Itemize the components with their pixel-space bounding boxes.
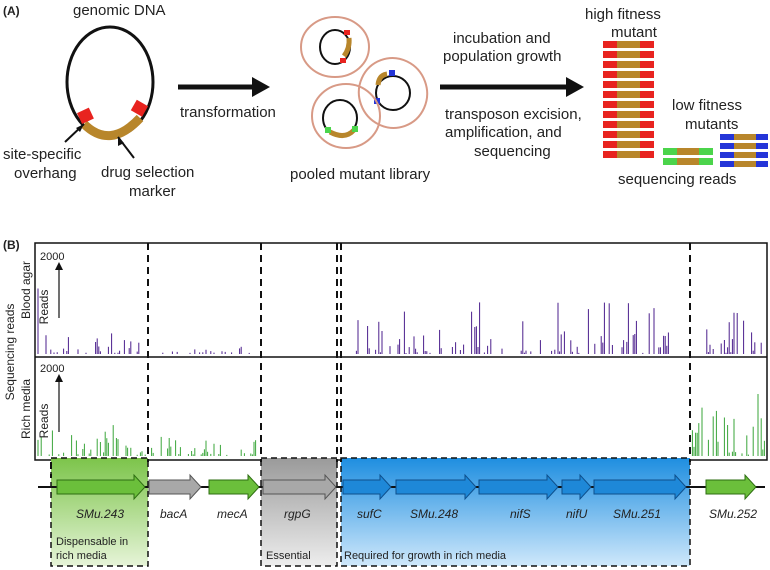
- gene-arrow-rgpg: [262, 473, 337, 501]
- gene-arrow-smu252: [705, 473, 757, 501]
- gene-label-baca: bacA: [160, 507, 188, 521]
- genomic-dna-plasmid: [64, 25, 155, 159]
- region-required-label: Required for growth in rich media: [344, 550, 507, 562]
- excision-label-2: amplification, and: [445, 124, 562, 141]
- blood-agar-label: Blood agar: [19, 260, 33, 320]
- pooled-cells: [300, 16, 429, 149]
- high-fitness-label-1: high fitness: [585, 6, 661, 23]
- excision-label-1: transposon excision,: [445, 106, 582, 123]
- y-outer-label: Sequencing reads: [3, 303, 17, 401]
- sequencing-reads-label: sequencing reads: [618, 171, 737, 188]
- genomic-dna-label: genomic DNA: [73, 2, 166, 19]
- high-fitness-label-2: mutant: [611, 24, 657, 41]
- panel-a-label: (A): [3, 4, 20, 18]
- read-row: [720, 134, 768, 140]
- read-row: [603, 141, 654, 148]
- library-label: pooled mutant library: [290, 166, 431, 183]
- scale-arrows: [55, 262, 63, 432]
- read-row: [603, 151, 654, 158]
- region-dispensable: [50, 457, 149, 567]
- read-row: [603, 101, 654, 108]
- marker-label-2: marker: [129, 183, 176, 200]
- read-row: [603, 91, 654, 98]
- blood-agar-track: [37, 288, 762, 354]
- growth-arrow: [440, 77, 584, 97]
- overhang-label-2: overhang: [14, 165, 77, 182]
- read-row: [720, 143, 768, 149]
- gene-label-smu252: SMu.252: [709, 507, 758, 521]
- track-frame: [34, 242, 768, 461]
- gene-label-smu243: SMu.243: [76, 507, 125, 521]
- region-boundaries: [50, 243, 691, 478]
- read-row: [663, 148, 713, 155]
- overhang-label-1: site-specific: [3, 146, 82, 163]
- read-row: [720, 161, 768, 167]
- read-row: [603, 51, 654, 58]
- region-dispensable-label-2: rich media: [56, 550, 107, 562]
- gene-arrow-nifu: [561, 473, 592, 501]
- read-row: [603, 61, 654, 68]
- gene-label-sufc: sufC: [357, 507, 382, 521]
- low-fitness-label-2: mutants: [685, 116, 739, 133]
- scale-value-1: 2000: [40, 251, 65, 263]
- rich-media-label: Rich media: [19, 378, 33, 440]
- rich-media-track: [37, 394, 765, 456]
- gene-label-rgpg: rgpG: [284, 507, 311, 521]
- transformation-label: transformation: [180, 104, 276, 121]
- read-row: [603, 41, 654, 48]
- gene-arrow-baca: [148, 473, 202, 501]
- reads-label-2: Reads: [37, 403, 51, 439]
- region-essential-label: Essential: [266, 550, 311, 562]
- reads-label-1: Reads: [37, 289, 51, 325]
- region-essential: [260, 457, 338, 567]
- gene-arrow-smu251: [593, 473, 687, 501]
- low-fitness-reads-green: [663, 148, 713, 165]
- low-fitness-label-1: low fitness: [672, 97, 743, 114]
- read-row: [603, 81, 654, 88]
- read-row: [663, 158, 713, 165]
- gene-label-smu248: SMu.248: [410, 507, 459, 521]
- panel-b-label: (B): [3, 238, 20, 252]
- incubation-label-1: incubation and: [453, 30, 551, 47]
- low-fitness-reads-blue: [720, 134, 768, 167]
- incubation-label-2: population growth: [443, 48, 562, 65]
- region-dispensable-label-1: Dispensable in: [56, 536, 129, 548]
- gene-label-meca: mecA: [217, 507, 248, 521]
- high-fitness-reads: [603, 41, 654, 158]
- read-row: [603, 131, 654, 138]
- region-required: [340, 457, 691, 567]
- gene-arrow-nifs: [478, 473, 559, 501]
- gene-label-smu251: SMu.251: [613, 507, 662, 521]
- read-row: [603, 121, 654, 128]
- marker-label-1: drug selection: [101, 164, 195, 181]
- gene-arrow-meca: [208, 473, 260, 501]
- gene-label-nifu: nifU: [566, 507, 588, 521]
- transformation-arrow: [178, 77, 270, 97]
- read-row: [603, 71, 654, 78]
- gene-arrow-sufc: [342, 473, 392, 501]
- read-row: [720, 152, 768, 158]
- scale-value-2: 2000: [40, 363, 65, 375]
- excision-label-3: sequencing: [474, 143, 551, 160]
- gene-arrows: [56, 473, 757, 501]
- gene-label-nifs: nifS: [510, 507, 531, 521]
- gene-arrow-smu243: [56, 473, 146, 501]
- read-row: [603, 111, 654, 118]
- gene-arrow-smu248: [395, 473, 477, 501]
